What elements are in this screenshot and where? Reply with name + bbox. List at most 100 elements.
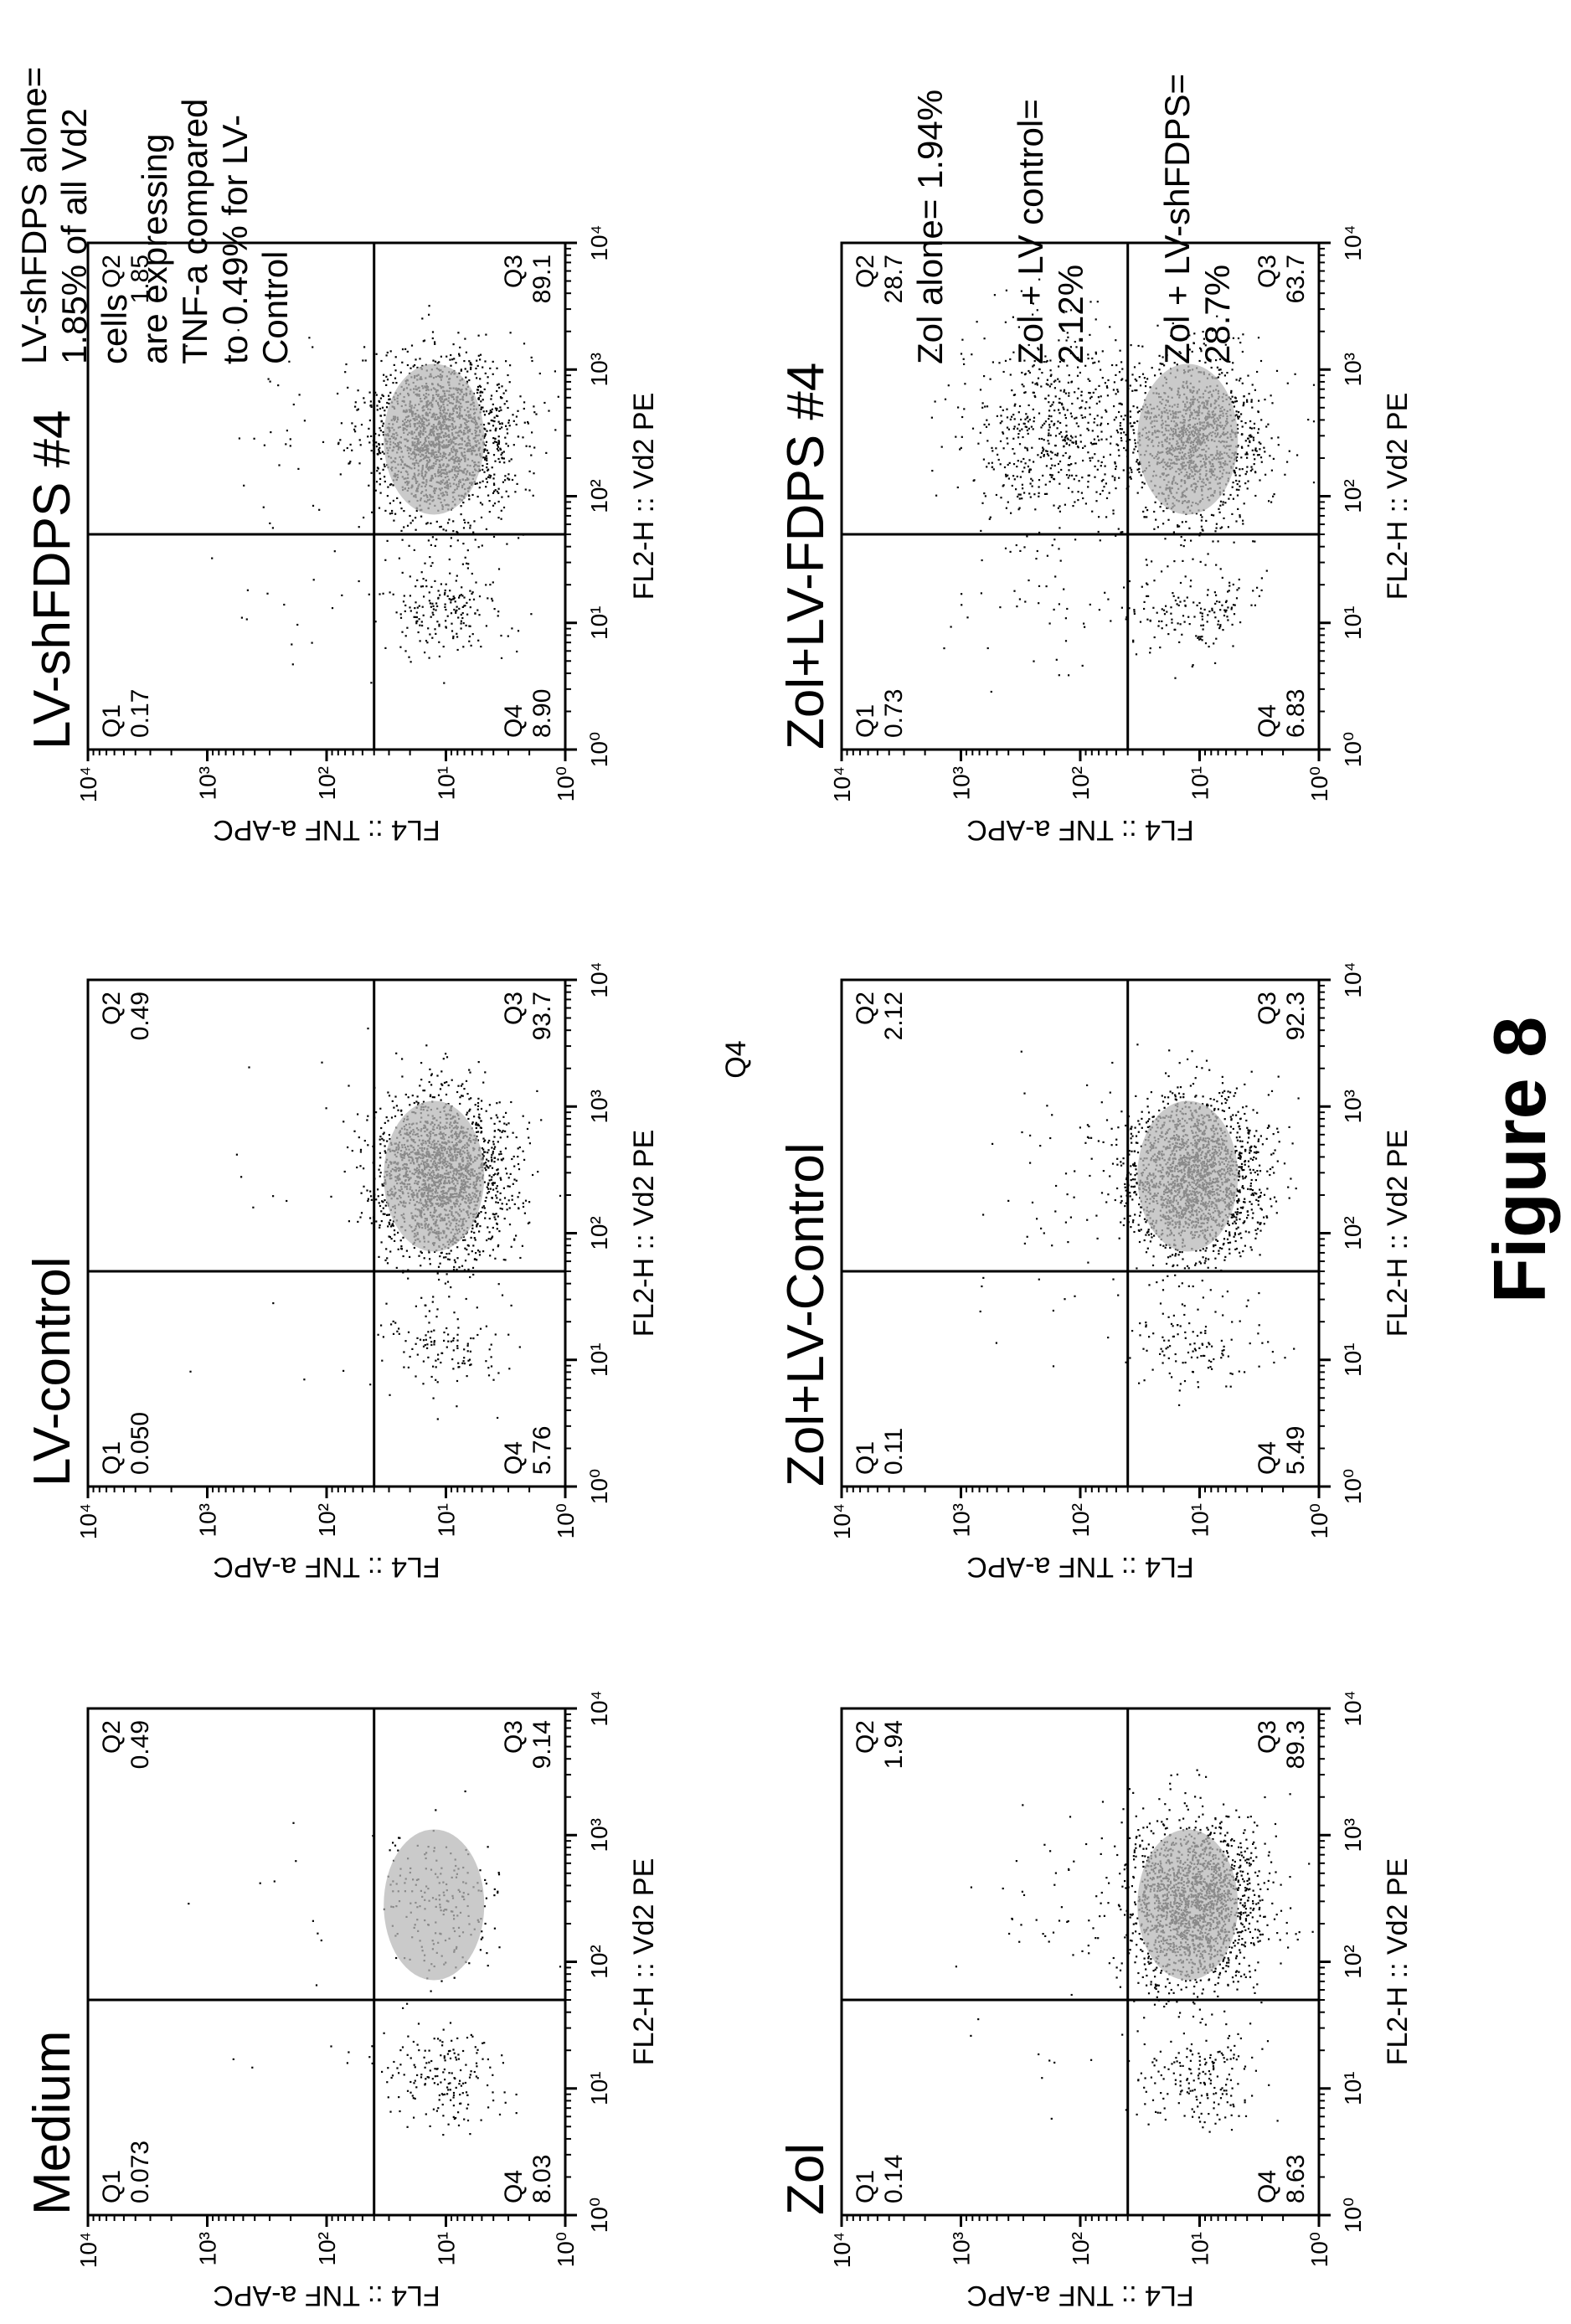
event-dot	[389, 591, 391, 594]
event-dot	[444, 591, 446, 594]
event-dot	[519, 1256, 522, 1260]
event-dot	[528, 470, 531, 472]
event-dot	[492, 2074, 494, 2076]
event-dot	[401, 571, 404, 574]
event-dot	[383, 2032, 385, 2034]
event-dot	[504, 2101, 507, 2104]
event-dot	[386, 494, 389, 497]
event-dot	[453, 1976, 456, 1979]
event-dot	[488, 1231, 491, 1234]
event-dot	[433, 1329, 435, 1332]
event-dot	[453, 608, 456, 611]
event-dot	[537, 1170, 539, 1173]
event-dot	[492, 1226, 494, 1229]
event-dot	[375, 394, 378, 396]
event-dot	[465, 376, 467, 379]
event-dot	[438, 2099, 440, 2101]
event-dot	[433, 1096, 435, 1099]
event-dot	[411, 1348, 414, 1350]
event-dot	[452, 2091, 456, 2095]
event-dot	[485, 1110, 487, 1112]
event-dot	[402, 1236, 404, 1239]
event-dot	[384, 647, 387, 649]
event-dot	[486, 466, 488, 469]
event-dot	[409, 595, 411, 597]
event-dot	[370, 405, 373, 408]
event-dot	[435, 2110, 438, 2112]
event-dot	[360, 1212, 363, 1214]
event-dot	[448, 1296, 451, 1298]
event-dot	[367, 435, 369, 438]
event-dot	[415, 517, 417, 519]
event-dot	[354, 425, 357, 428]
event-dot	[272, 1195, 275, 1198]
event-dot	[415, 1342, 417, 1345]
event-dot	[368, 441, 371, 444]
event-dot	[471, 493, 474, 497]
event-dot	[488, 1217, 491, 1220]
panel-title: LV-shFDPS #4	[23, 410, 81, 750]
event-dot	[456, 1345, 459, 1348]
event-dot	[487, 1965, 489, 1967]
event-dot	[487, 382, 489, 384]
event-dot	[493, 607, 496, 611]
event-dot	[382, 592, 384, 595]
event-dot	[470, 2033, 472, 2036]
event-dot	[502, 481, 504, 483]
event-dot	[393, 363, 395, 366]
event-dot	[330, 1195, 332, 1198]
event-dot	[370, 449, 373, 452]
event-dot	[455, 610, 457, 613]
event-dot	[466, 567, 469, 569]
event-dot	[357, 389, 359, 392]
event-dot	[480, 1210, 482, 1214]
event-dot	[489, 1165, 492, 1167]
event-dot	[289, 438, 291, 441]
event-dot	[480, 2119, 482, 2121]
event-dot	[391, 1224, 394, 1226]
event-dot	[414, 2079, 416, 2082]
event-dot	[189, 1370, 192, 1373]
event-dot	[481, 544, 483, 547]
event-dot	[456, 1333, 459, 1336]
event-dot	[400, 529, 403, 532]
event-dot	[494, 1146, 497, 1148]
event-dot	[476, 364, 479, 367]
event-dot	[387, 2067, 389, 2069]
event-dot	[436, 1418, 439, 1420]
event-dot	[453, 1265, 456, 1268]
event-dot	[368, 593, 370, 595]
event-dot	[473, 520, 476, 523]
event-dot	[358, 439, 361, 441]
event-dot	[439, 1262, 441, 1265]
event-dot	[330, 2045, 332, 2048]
event-dot	[486, 1239, 488, 1242]
event-dot	[527, 1222, 529, 1224]
event-dot	[380, 1210, 383, 1213]
event-dot	[493, 1147, 496, 1150]
event-dot	[485, 1168, 487, 1172]
event-dot	[460, 2084, 462, 2087]
event-dot	[427, 539, 430, 542]
event-dot	[450, 612, 453, 615]
event-dot	[428, 2049, 430, 2052]
event-dot	[446, 2086, 449, 2089]
event-dot	[398, 2072, 400, 2074]
event-dot	[416, 1337, 419, 1339]
event-dot	[493, 483, 496, 487]
event-dot	[403, 1366, 405, 1368]
event-dot	[476, 389, 480, 391]
event-dot	[456, 1090, 459, 1094]
event-dot	[445, 620, 447, 622]
event-dot	[384, 509, 387, 512]
event-dot	[440, 1083, 443, 1085]
event-dot	[456, 1318, 459, 1321]
event-dot	[469, 1071, 471, 1074]
event-dot	[528, 1142, 531, 1145]
event-dot	[413, 1246, 415, 1250]
event-dot	[360, 1192, 363, 1194]
event-dot	[487, 1374, 491, 1377]
event-dot	[460, 2102, 462, 2105]
event-dot	[436, 1381, 439, 1384]
event-dot	[404, 1340, 407, 1342]
